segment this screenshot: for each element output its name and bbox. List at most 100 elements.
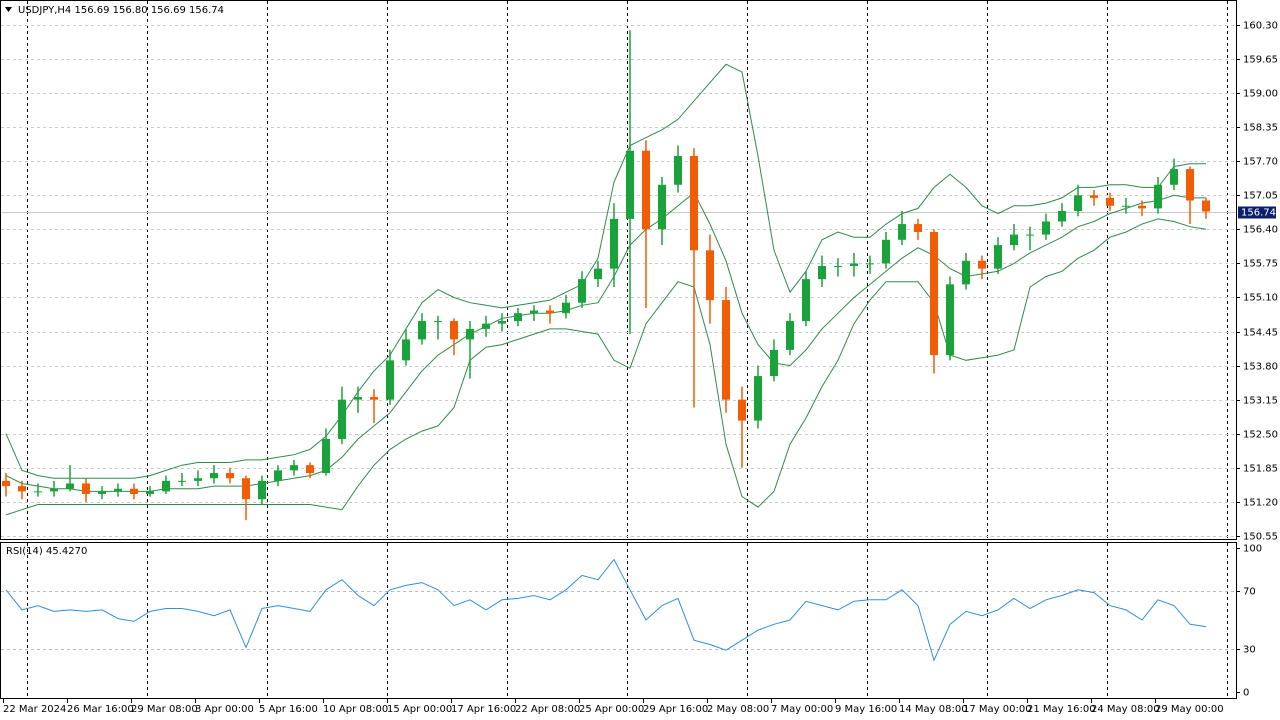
candle-body — [610, 218, 618, 269]
x-tick-label: 9 May 16:00 — [835, 704, 897, 715]
candle-body — [546, 310, 554, 314]
candle-body — [1010, 234, 1018, 246]
candle-body — [466, 328, 474, 340]
bollinger-band — [5, 63, 1206, 479]
candle-body — [370, 397, 378, 400]
x-tick-label: 5 Apr 16:00 — [259, 704, 318, 715]
candle-body — [1170, 169, 1178, 185]
candle-body — [402, 339, 410, 361]
candle-body — [338, 399, 346, 439]
candle-body — [594, 268, 602, 280]
candle-body — [178, 480, 186, 482]
x-tick-label: 2 May 08:00 — [707, 704, 769, 715]
candle-body — [322, 438, 330, 474]
candle-body — [306, 465, 314, 474]
candle-body — [770, 349, 778, 377]
y-tick-label: 159.65 — [1243, 55, 1278, 66]
y-tick-label: 153.80 — [1243, 362, 1278, 373]
candle-body — [946, 284, 954, 356]
candle-body — [226, 473, 234, 479]
candle-body — [578, 279, 586, 303]
bollinger-band — [5, 218, 1207, 516]
candle-body — [722, 300, 730, 400]
y-tick-label: 151.85 — [1243, 464, 1278, 475]
candle-body — [658, 184, 666, 230]
candle-body — [754, 376, 762, 421]
candle-body — [1138, 205, 1146, 209]
y-tick-label: 0 — [1243, 688, 1249, 699]
candle-body — [258, 480, 266, 500]
x-tick-label: 29 Mar 08:00 — [131, 704, 198, 715]
x-tick-label: 25 Apr 00:00 — [579, 704, 644, 715]
candle-body — [1090, 195, 1098, 198]
candle-body — [914, 224, 922, 232]
y-tick-label: 160.30 — [1243, 21, 1278, 32]
candle-body — [2, 480, 10, 487]
candle-body — [418, 321, 426, 340]
candle-body — [66, 483, 74, 489]
candle-body — [978, 260, 986, 269]
rsi-title: RSI(14) 45.4270 — [6, 546, 87, 557]
rsi-panel — [0, 542, 1237, 699]
y-tick-label: 155.10 — [1243, 293, 1278, 304]
candle-body — [50, 488, 58, 492]
candle-body — [1186, 169, 1194, 201]
rsi-line — [5, 558, 1207, 662]
candle-body — [706, 250, 714, 301]
candle-body — [626, 150, 634, 219]
candle-body — [818, 266, 826, 280]
x-tick-label: 17 May 00:00 — [963, 704, 1032, 715]
last-price-box — [1238, 206, 1276, 219]
candle-body — [34, 491, 42, 493]
x-tick-label: 21 May 16:00 — [1027, 704, 1096, 715]
candle-body — [786, 321, 794, 350]
x-tick-label: 14 May 08:00 — [899, 704, 968, 715]
candle-body — [930, 231, 938, 356]
x-tick-label: 17 Apr 16:00 — [451, 704, 516, 715]
candle-body — [562, 302, 570, 314]
x-tick-label: 29 May 00:00 — [1155, 704, 1224, 715]
candle-body — [1106, 197, 1114, 206]
symbol-menu-icon[interactable] — [5, 7, 12, 12]
candle-body — [98, 491, 106, 494]
y-tick-label: 151.20 — [1243, 498, 1278, 509]
x-tick-label: 26 Mar 16:00 — [67, 704, 134, 715]
x-tick-label: 10 Apr 08:00 — [323, 704, 388, 715]
candle-body — [18, 486, 26, 492]
candle-body — [514, 313, 522, 322]
candle-body — [194, 478, 202, 481]
candle-body — [530, 310, 538, 314]
x-tick-label: 3 Apr 00:00 — [195, 704, 254, 715]
candle-body — [1154, 184, 1162, 209]
candle-body — [690, 155, 698, 251]
candle-body — [962, 260, 970, 285]
y-tick-label: 158.35 — [1243, 123, 1278, 134]
y-tick-label: 156.40 — [1243, 225, 1278, 236]
candle-body — [1058, 210, 1066, 222]
x-tick-label: 29 Apr 16:00 — [643, 704, 708, 715]
candle-body — [82, 483, 90, 494]
x-tick-label: 22 Apr 08:00 — [515, 704, 580, 715]
y-tick-label: 153.15 — [1243, 396, 1278, 407]
candle-body — [482, 323, 490, 329]
candle-body — [1026, 234, 1034, 236]
candle-body — [802, 279, 810, 322]
candle-body — [994, 245, 1002, 269]
candle-body — [146, 491, 154, 494]
last-price-label: 156.74 — [1241, 208, 1276, 219]
candle-body — [130, 488, 138, 494]
candle-body — [242, 478, 250, 500]
y-tick-label: 159.00 — [1243, 89, 1278, 100]
candle-body — [1202, 200, 1210, 212]
y-tick-label: 155.75 — [1243, 259, 1278, 270]
x-tick-label: 24 May 08:00 — [1091, 704, 1160, 715]
candle-body — [1122, 205, 1130, 207]
candle-body — [866, 263, 874, 265]
candle-body — [210, 473, 218, 479]
y-tick-label: 30 — [1243, 645, 1256, 656]
candle-body — [642, 150, 650, 230]
candle-body — [674, 155, 682, 185]
candle-body — [1042, 221, 1050, 235]
